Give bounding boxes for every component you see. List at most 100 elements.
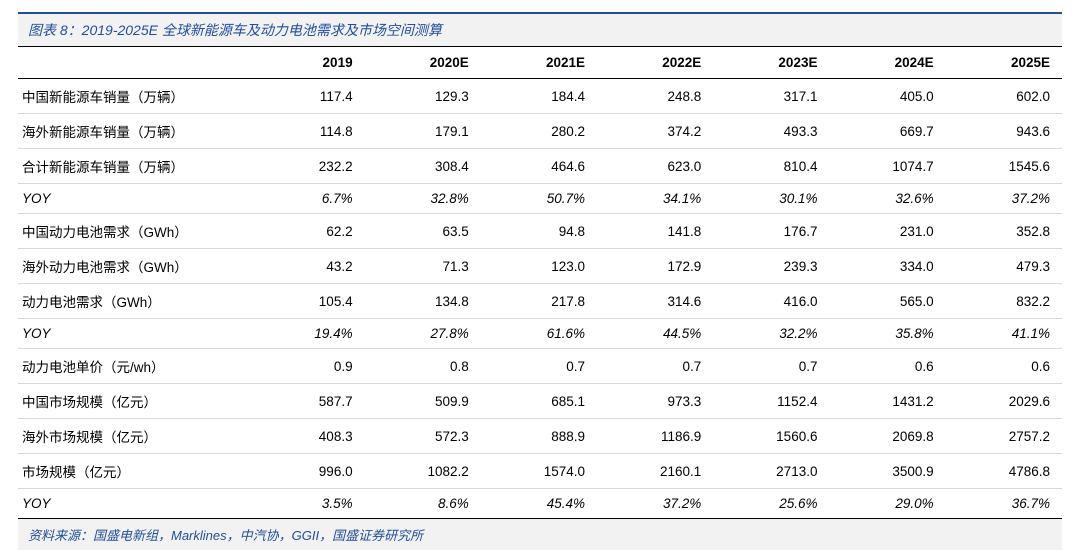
cell-value: 30.1% xyxy=(713,184,829,214)
row-label: 海外市场规模（亿元） xyxy=(18,419,248,454)
cell-value: 184.4 xyxy=(481,79,597,114)
cell-value: 2713.0 xyxy=(713,454,829,489)
cell-value: 308.4 xyxy=(365,149,481,184)
col-header: 2023E xyxy=(713,47,829,79)
table-row: YOY19.4%27.8%61.6%44.5%32.2%35.8%41.1% xyxy=(18,319,1062,349)
cell-value: 352.8 xyxy=(946,214,1062,249)
cell-value: 6.7% xyxy=(248,184,364,214)
cell-value: 810.4 xyxy=(713,149,829,184)
row-label: 中国动力电池需求（GWh） xyxy=(18,214,248,249)
cell-value: 239.3 xyxy=(713,249,829,284)
cell-value: 2029.6 xyxy=(946,384,1062,419)
table-row: 海外市场规模（亿元）408.3572.3888.91186.91560.6206… xyxy=(18,419,1062,454)
cell-value: 8.6% xyxy=(365,489,481,519)
cell-value: 973.3 xyxy=(597,384,713,419)
cell-value: 479.3 xyxy=(946,249,1062,284)
row-label: 动力电池单价（元/wh） xyxy=(18,349,248,384)
cell-value: 1560.6 xyxy=(713,419,829,454)
table-row: 市场规模（亿元）996.01082.21574.02160.12713.0350… xyxy=(18,454,1062,489)
row-label: 动力电池需求（GWh） xyxy=(18,284,248,319)
cell-value: 37.2% xyxy=(597,489,713,519)
cell-value: 248.8 xyxy=(597,79,713,114)
cell-value: 280.2 xyxy=(481,114,597,149)
col-header xyxy=(18,47,248,79)
cell-value: 572.3 xyxy=(365,419,481,454)
cell-value: 44.5% xyxy=(597,319,713,349)
table-header-row: 2019 2020E 2021E 2022E 2023E 2024E 2025E xyxy=(18,47,1062,79)
cell-value: 117.4 xyxy=(248,79,364,114)
cell-value: 176.7 xyxy=(713,214,829,249)
table-body: 中国新能源车销量（万辆）117.4129.3184.4248.8317.1405… xyxy=(18,79,1062,519)
cell-value: 34.1% xyxy=(597,184,713,214)
cell-value: 41.1% xyxy=(946,319,1062,349)
cell-value: 374.2 xyxy=(597,114,713,149)
table-row: 海外新能源车销量（万辆）114.8179.1280.2374.2493.3669… xyxy=(18,114,1062,149)
cell-value: 94.8 xyxy=(481,214,597,249)
cell-value: 232.2 xyxy=(248,149,364,184)
table-row: YOY6.7%32.8%50.7%34.1%30.1%32.6%37.2% xyxy=(18,184,1062,214)
source-note: 资料来源：国盛电新组，Marklines，中汽协，GGII，国盛证券研究所 xyxy=(18,519,1062,550)
cell-value: 2160.1 xyxy=(597,454,713,489)
row-label: 市场规模（亿元） xyxy=(18,454,248,489)
cell-value: 123.0 xyxy=(481,249,597,284)
cell-value: 1431.2 xyxy=(829,384,945,419)
row-label: YOY xyxy=(18,184,248,214)
cell-value: 129.3 xyxy=(365,79,481,114)
table-row: 动力电池单价（元/wh）0.90.80.70.70.70.60.6 xyxy=(18,349,1062,384)
table-row: 中国新能源车销量（万辆）117.4129.3184.4248.8317.1405… xyxy=(18,79,1062,114)
cell-value: 565.0 xyxy=(829,284,945,319)
table-row: 中国市场规模（亿元）587.7509.9685.1973.31152.41431… xyxy=(18,384,1062,419)
cell-value: 669.7 xyxy=(829,114,945,149)
cell-value: 1574.0 xyxy=(481,454,597,489)
cell-value: 19.4% xyxy=(248,319,364,349)
cell-value: 1152.4 xyxy=(713,384,829,419)
cell-value: 405.0 xyxy=(829,79,945,114)
col-header: 2021E xyxy=(481,47,597,79)
cell-value: 114.8 xyxy=(248,114,364,149)
cell-value: 45.4% xyxy=(481,489,597,519)
cell-value: 37.2% xyxy=(946,184,1062,214)
row-label: YOY xyxy=(18,319,248,349)
row-label: 海外新能源车销量（万辆） xyxy=(18,114,248,149)
cell-value: 0.9 xyxy=(248,349,364,384)
cell-value: 0.6 xyxy=(946,349,1062,384)
cell-value: 1186.9 xyxy=(597,419,713,454)
row-label: 合计新能源车销量（万辆） xyxy=(18,149,248,184)
col-header: 2024E xyxy=(829,47,945,79)
cell-value: 0.7 xyxy=(597,349,713,384)
cell-value: 334.0 xyxy=(829,249,945,284)
row-label: YOY xyxy=(18,489,248,519)
cell-value: 35.8% xyxy=(829,319,945,349)
cell-value: 105.4 xyxy=(248,284,364,319)
cell-value: 1545.6 xyxy=(946,149,1062,184)
col-header: 2020E xyxy=(365,47,481,79)
table-row: YOY3.5%8.6%45.4%37.2%25.6%29.0%36.7% xyxy=(18,489,1062,519)
cell-value: 943.6 xyxy=(946,114,1062,149)
row-label: 海外动力电池需求（GWh） xyxy=(18,249,248,284)
row-label: 中国新能源车销量（万辆） xyxy=(18,79,248,114)
table-row: 动力电池需求（GWh）105.4134.8217.8314.6416.0565.… xyxy=(18,284,1062,319)
cell-value: 29.0% xyxy=(829,489,945,519)
cell-value: 62.2 xyxy=(248,214,364,249)
cell-value: 0.7 xyxy=(713,349,829,384)
cell-value: 464.6 xyxy=(481,149,597,184)
cell-value: 179.1 xyxy=(365,114,481,149)
col-header: 2019 xyxy=(248,47,364,79)
cell-value: 685.1 xyxy=(481,384,597,419)
cell-value: 2069.8 xyxy=(829,419,945,454)
cell-value: 623.0 xyxy=(597,149,713,184)
cell-value: 317.1 xyxy=(713,79,829,114)
cell-value: 141.8 xyxy=(597,214,713,249)
cell-value: 493.3 xyxy=(713,114,829,149)
col-header: 2025E xyxy=(946,47,1062,79)
cell-value: 43.2 xyxy=(248,249,364,284)
figure-title: 图表 8：2019-2025E 全球新能源车及动力电池需求及市场空间测算 xyxy=(18,12,1062,46)
cell-value: 408.3 xyxy=(248,419,364,454)
cell-value: 217.8 xyxy=(481,284,597,319)
cell-value: 888.9 xyxy=(481,419,597,454)
cell-value: 0.7 xyxy=(481,349,597,384)
cell-value: 32.6% xyxy=(829,184,945,214)
cell-value: 1074.7 xyxy=(829,149,945,184)
cell-value: 134.8 xyxy=(365,284,481,319)
cell-value: 231.0 xyxy=(829,214,945,249)
